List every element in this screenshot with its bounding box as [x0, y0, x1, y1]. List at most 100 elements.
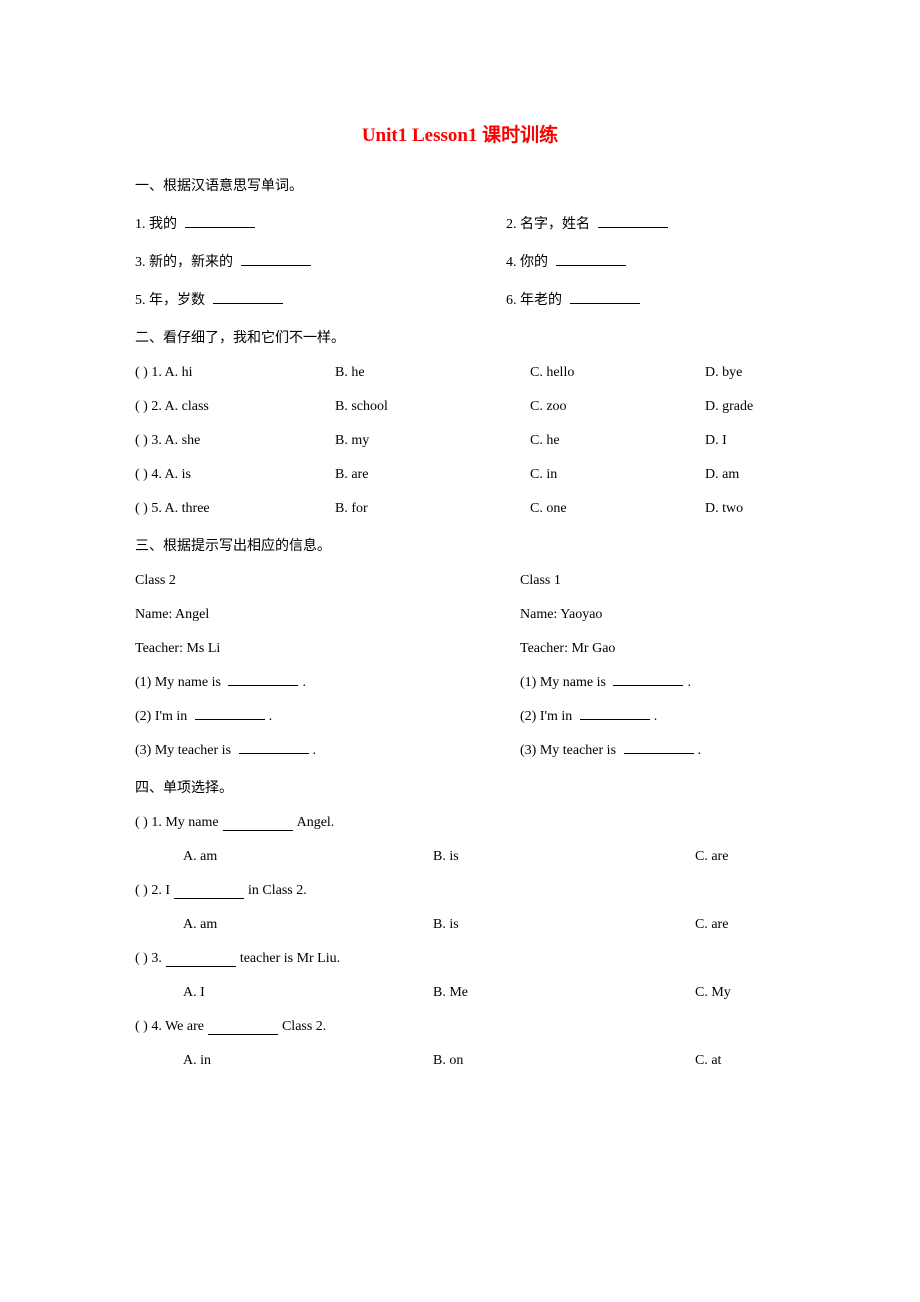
section3-name-row: Name: Angel Name: Yaoyao	[135, 607, 785, 623]
option-c: C. at	[695, 1053, 785, 1069]
q-text: (3) My teacher is	[520, 743, 620, 758]
choice-b: B. for	[335, 501, 530, 517]
section2-header: 二、看仔细了，我和它们不一样。	[135, 327, 785, 347]
blank-line	[580, 719, 650, 720]
item-text: 名字，姓名	[520, 217, 590, 232]
option-c: C. are	[695, 917, 785, 933]
section4-q4-stem: ( ) 4. We are Class 2.	[135, 1019, 785, 1035]
section2-q5: ( ) 5. A. three B. for C. one D. two	[135, 501, 785, 517]
item-text: 你的	[520, 255, 548, 270]
q-text: (3) My teacher is	[135, 743, 235, 758]
stem-suffix: in Class 2.	[248, 883, 307, 899]
stem-suffix: Class 2.	[282, 1019, 326, 1035]
q-text: (1) My name is	[520, 675, 609, 690]
section3-left-q3: (3) My teacher is .	[135, 743, 520, 759]
stem-text: ( ) 4. We are	[135, 1019, 204, 1035]
section3-right-q3: (3) My teacher is .	[520, 743, 785, 759]
option-b: B. on	[433, 1053, 695, 1069]
item-num: 5.	[135, 293, 146, 308]
choice-b: B. school	[335, 399, 530, 415]
option-a: A. I	[183, 985, 433, 1001]
blank-line	[166, 951, 236, 967]
blank-line	[239, 753, 309, 754]
section3-teacher-row: Teacher: Ms Li Teacher: Mr Gao	[135, 641, 785, 657]
item-text: 我的	[149, 217, 177, 232]
section1-item-4: 4. 你的	[460, 251, 785, 271]
choice-c: C. he	[530, 433, 705, 449]
section3-right-name: Name: Yaoyao	[520, 607, 785, 623]
blank-line	[174, 883, 244, 899]
item-num: 3.	[135, 255, 146, 270]
section2-q3: ( ) 3. A. she B. my C. he D. I	[135, 433, 785, 449]
section4-q1-options: A. am B. is C. are	[135, 849, 785, 865]
section3-q1-row: (1) My name is . (1) My name is .	[135, 675, 785, 691]
section3-right-class: Class 1	[520, 573, 785, 589]
q-text: (1) My name is	[135, 675, 224, 690]
item-text: 年老的	[520, 293, 562, 308]
section3-right-q2: (2) I'm in .	[520, 709, 785, 725]
item-text: 新的，新来的	[149, 255, 233, 270]
section3-left-q2: (2) I'm in .	[135, 709, 520, 725]
section2-q4: ( ) 4. A. is B. are C. in D. am	[135, 467, 785, 483]
section4-q4-options: A. in B. on C. at	[135, 1053, 785, 1069]
item-num: 1.	[135, 217, 146, 232]
blank-line	[570, 303, 640, 304]
choice-b: B. he	[335, 365, 530, 381]
blank-line	[213, 303, 283, 304]
section1-row-1: 1. 我的 2. 名字，姓名	[135, 213, 785, 233]
blank-line	[208, 1019, 278, 1035]
section4-header: 四、单项选择。	[135, 777, 785, 797]
blank-line	[598, 227, 668, 228]
choice-d: D. I	[705, 433, 785, 449]
section3-q3-row: (3) My teacher is . (3) My teacher is .	[135, 743, 785, 759]
q-suffix: .	[313, 743, 317, 758]
section3-left-q1: (1) My name is .	[135, 675, 520, 691]
stem-text: ( ) 2. I	[135, 883, 170, 899]
section1-item-1: 1. 我的	[135, 213, 460, 233]
q-text: (2) I'm in	[135, 709, 191, 724]
section3-left-name: Name: Angel	[135, 607, 520, 623]
option-b: B. is	[433, 849, 695, 865]
blank-line	[185, 227, 255, 228]
q-suffix: .	[302, 675, 306, 690]
option-b: B. Me	[433, 985, 695, 1001]
choice-d: D. bye	[705, 365, 785, 381]
section4-q2-options: A. am B. is C. are	[135, 917, 785, 933]
q-suffix: .	[654, 709, 658, 724]
q-suffix: .	[698, 743, 702, 758]
stem-text: ( ) 1. My name	[135, 815, 219, 831]
blank-line	[195, 719, 265, 720]
q-suffix: .	[269, 709, 273, 724]
choice-b: B. my	[335, 433, 530, 449]
choice-a: ( ) 2. A. class	[135, 399, 335, 415]
option-b: B. is	[433, 917, 695, 933]
choice-a: ( ) 4. A. is	[135, 467, 335, 483]
choice-b: B. are	[335, 467, 530, 483]
choice-c: C. one	[530, 501, 705, 517]
section2-q2: ( ) 2. A. class B. school C. zoo D. grad…	[135, 399, 785, 415]
option-a: A. in	[183, 1053, 433, 1069]
section1-item-5: 5. 年，岁数	[135, 289, 460, 309]
section4-q1-stem: ( ) 1. My name Angel.	[135, 815, 785, 831]
blank-line	[228, 685, 298, 686]
choice-a: ( ) 5. A. three	[135, 501, 335, 517]
section3-class-row: Class 2 Class 1	[135, 573, 785, 589]
option-a: A. am	[183, 849, 433, 865]
blank-line	[556, 265, 626, 266]
choice-d: D. two	[705, 501, 785, 517]
stem-text: ( ) 3.	[135, 951, 162, 967]
stem-suffix: Angel.	[297, 815, 335, 831]
section3-right-q1: (1) My name is .	[520, 675, 785, 691]
choice-c: C. in	[530, 467, 705, 483]
section1-row-2: 3. 新的，新来的 4. 你的	[135, 251, 785, 271]
item-num: 4.	[506, 255, 517, 270]
section3-left-class: Class 2	[135, 573, 520, 589]
item-text: 年，岁数	[149, 293, 205, 308]
blank-line	[241, 265, 311, 266]
worksheet-title: Unit1 Lesson1 课时训练	[135, 120, 785, 147]
stem-suffix: teacher is Mr Liu.	[240, 951, 340, 967]
section2-q1: ( ) 1. A. hi B. he C. hello D. bye	[135, 365, 785, 381]
choice-a: ( ) 3. A. she	[135, 433, 335, 449]
option-a: A. am	[183, 917, 433, 933]
section1-item-2: 2. 名字，姓名	[460, 213, 785, 233]
